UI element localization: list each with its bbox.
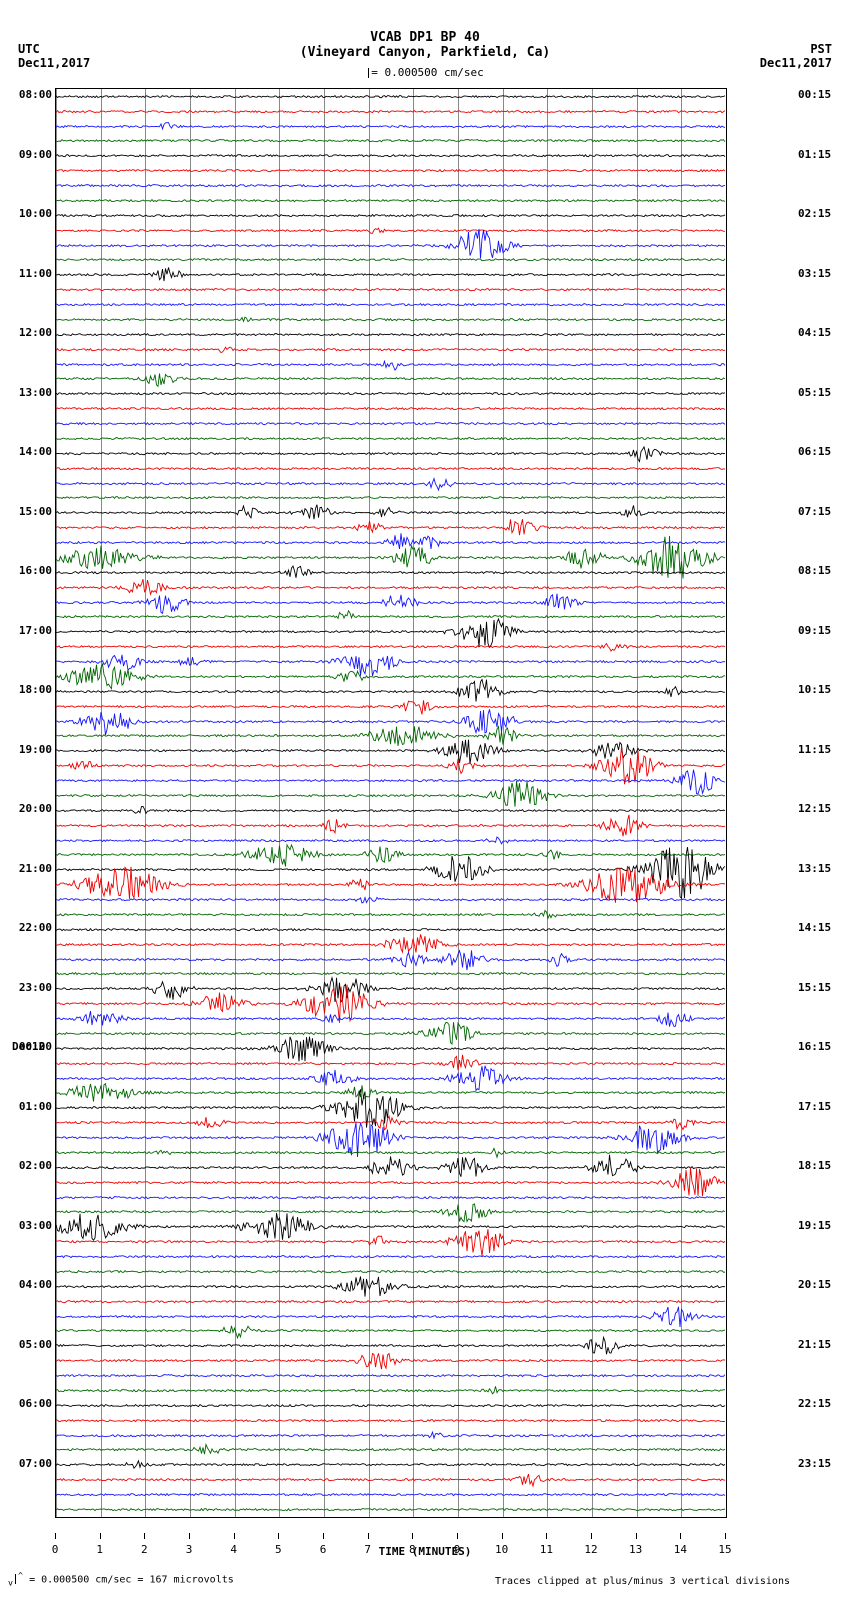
right-time-label: 16:15 — [798, 1041, 831, 1052]
left-time-label: 04:00 — [19, 1279, 52, 1290]
right-time-label: 01:15 — [798, 149, 831, 160]
right-time-label: 11:15 — [798, 744, 831, 755]
left-time-label: 12:00 — [19, 327, 52, 338]
right-time-label: 02:15 — [798, 208, 831, 219]
left-time-label: 08:00 — [19, 89, 52, 100]
left-time-label: 02:00 — [19, 1160, 52, 1171]
tz-right: PST Dec11,2017 — [760, 42, 832, 70]
left-time-label: 07:00 — [19, 1458, 52, 1469]
left-time-label: 18:00 — [19, 684, 52, 695]
right-time-label: 18:15 — [798, 1160, 831, 1171]
right-time-label: 21:15 — [798, 1339, 831, 1350]
title-scale: = 0.000500 cm/sec — [0, 66, 850, 79]
left-time-label: 03:00 — [19, 1220, 52, 1231]
left-time-label: 16:00 — [19, 565, 52, 576]
left-time-label: 11:00 — [19, 268, 52, 279]
right-time-label: 05:15 — [798, 387, 831, 398]
right-time-label: 13:15 — [798, 863, 831, 874]
right-time-label: 19:15 — [798, 1220, 831, 1231]
day-rollover-label: Dec12 — [12, 1040, 45, 1053]
right-time-label: 04:15 — [798, 327, 831, 338]
left-time-label: 06:00 — [19, 1398, 52, 1409]
right-time-label: 14:15 — [798, 922, 831, 933]
title-block: VCAB DP1 BP 40 (Vineyard Canyon, Parkfie… — [0, 30, 850, 79]
right-time-label: 03:15 — [798, 268, 831, 279]
left-time-label: 09:00 — [19, 149, 52, 160]
right-time-label: 08:15 — [798, 565, 831, 576]
right-time-label: 22:15 — [798, 1398, 831, 1409]
plot-area — [55, 88, 727, 1518]
footer-left: v^ = 0.000500 cm/sec = 167 microvolts — [8, 1570, 234, 1587]
left-time-label: 05:00 — [19, 1339, 52, 1350]
right-time-label: 15:15 — [798, 982, 831, 993]
left-time-label: 14:00 — [19, 446, 52, 457]
right-time-label: 23:15 — [798, 1458, 831, 1469]
right-time-label: 10:15 — [798, 684, 831, 695]
right-time-label: 09:15 — [798, 625, 831, 636]
grid-line — [726, 89, 727, 1517]
left-time-label: 15:00 — [19, 506, 52, 517]
right-time-label: 17:15 — [798, 1101, 831, 1112]
right-time-label: 07:15 — [798, 506, 831, 517]
tz-left: UTC Dec11,2017 — [18, 42, 90, 70]
left-time-label: 19:00 — [19, 744, 52, 755]
seismogram-plot: VCAB DP1 BP 40 (Vineyard Canyon, Parkfie… — [0, 0, 850, 1613]
left-time-label: 20:00 — [19, 803, 52, 814]
right-time-label: 20:15 — [798, 1279, 831, 1290]
trace-row — [56, 1465, 726, 1518]
right-time-label: 06:15 — [798, 446, 831, 457]
left-time-label: 21:00 — [19, 863, 52, 874]
right-time-label: 00:15 — [798, 89, 831, 100]
left-time-label: 10:00 — [19, 208, 52, 219]
x-axis-title: TIME (MINUTES) — [0, 1545, 850, 1558]
title-line1: VCAB DP1 BP 40 — [0, 30, 850, 45]
left-time-label: 22:00 — [19, 922, 52, 933]
right-time-label: 12:15 — [798, 803, 831, 814]
left-time-label: 17:00 — [19, 625, 52, 636]
left-time-label: 23:00 — [19, 982, 52, 993]
left-time-label: 01:00 — [19, 1101, 52, 1112]
left-time-label: 13:00 — [19, 387, 52, 398]
footer-right: Traces clipped at plus/minus 3 vertical … — [495, 1576, 790, 1587]
title-line2: (Vineyard Canyon, Parkfield, Ca) — [0, 45, 850, 60]
